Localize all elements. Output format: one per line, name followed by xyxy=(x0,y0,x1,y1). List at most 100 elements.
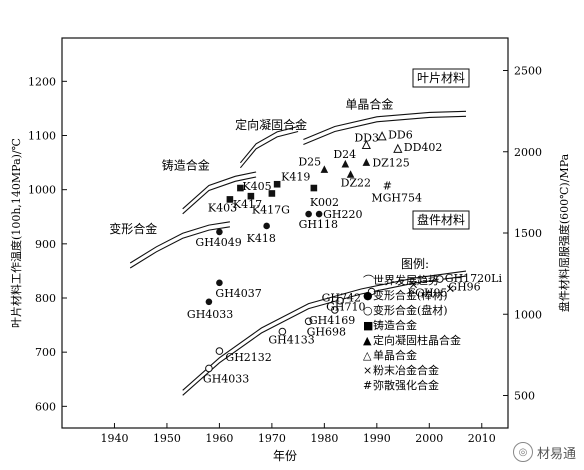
data-label-gh118: GH118 xyxy=(299,218,338,231)
data-point-filled-circle-4 xyxy=(305,210,312,218)
data-label-gh2132: GH2132 xyxy=(225,351,271,364)
data-label-fgh95: FGH95 xyxy=(408,286,448,299)
x-tick-label: 1940 xyxy=(100,432,128,445)
data-point-open-circle-4 xyxy=(331,306,339,314)
data-label-dz22: DZ22 xyxy=(341,177,371,190)
data-label-gh220: GH220 xyxy=(323,208,362,221)
disk-box-box xyxy=(412,210,470,230)
data-point-filled-square-4 xyxy=(273,180,281,188)
data-point-filled-circle-3 xyxy=(263,222,270,230)
legend-symbol: ● xyxy=(363,289,373,302)
data-point-open-circle-1 xyxy=(215,347,224,355)
data-label-gh4037: GH4037 xyxy=(215,287,261,300)
legend-item-label: 定向凝固柱晶合金 xyxy=(373,333,461,347)
data-label-mgh754: MGH754 xyxy=(371,191,422,204)
x-tick-label: 1950 xyxy=(153,432,181,445)
trend-sx-line xyxy=(303,110,467,141)
data-label-gh4133: GH4133 xyxy=(268,334,314,347)
y-right-tick-label: 500 xyxy=(514,390,535,403)
legend-item-label: 变形合金(盘材) xyxy=(373,303,448,317)
data-label-gh742: GH742 xyxy=(322,292,361,305)
x-tick-label: 2000 xyxy=(415,432,443,445)
legend-symbol: × xyxy=(363,364,372,377)
trend-cast-line xyxy=(182,176,257,215)
legend-symbol: # xyxy=(363,379,372,392)
trend-sx-line xyxy=(303,115,467,146)
data-label-gh710: GH710 xyxy=(326,301,365,314)
x-tick-label: 1960 xyxy=(205,432,233,445)
legend-item-label: 铸造合金 xyxy=(373,318,417,332)
y-left-tick-label: 900 xyxy=(35,238,56,251)
data-label-gh4033: GH4033 xyxy=(187,308,233,321)
legend-item-label: 世界发展趋势 xyxy=(373,273,439,287)
trend-label-sx: 单晶合金 xyxy=(345,96,393,111)
y-right-tick-label: 1000 xyxy=(514,308,542,321)
trend-disk-line xyxy=(182,275,467,396)
data-label-dz125: DZ125 xyxy=(372,157,409,170)
data-label-dd3: DD3 xyxy=(354,131,379,144)
data-point-open-triangle-1 xyxy=(361,139,371,150)
legend-title: 图例: xyxy=(401,257,429,271)
legend-item-label: 粉末冶金合金 xyxy=(373,363,439,377)
data-label-gh4033: GH4033 xyxy=(203,372,249,385)
trend-ds xyxy=(239,125,299,169)
data-point-cross-0: × xyxy=(409,277,419,291)
data-label-k002: K002 xyxy=(310,196,339,209)
y-left-tick-label: 1200 xyxy=(28,75,56,88)
legend-symbol: △ xyxy=(363,349,372,362)
y-left-tick-label: 600 xyxy=(35,400,56,413)
data-point-hash-0: # xyxy=(383,179,392,192)
data-label-k405: K405 xyxy=(242,180,271,193)
data-point-cross-1: × xyxy=(445,281,455,295)
data-point-filled-circle-0 xyxy=(216,228,223,236)
data-point-open-triangle-0 xyxy=(377,131,387,141)
data-label-gh698: GH698 xyxy=(307,325,346,338)
data-point-filled-circle-5 xyxy=(315,210,323,218)
data-point-filled-square-5 xyxy=(310,184,318,192)
data-label-gh96: GH96 xyxy=(448,280,480,293)
legend-item-label: 弥散强化合金 xyxy=(373,378,439,392)
y-right-tick-label: 1500 xyxy=(514,227,542,240)
y-right-tick-label: 2500 xyxy=(514,65,542,78)
data-point-open-circle-2 xyxy=(278,327,287,336)
trend-label-ds: 定向凝固合金 xyxy=(235,117,307,132)
trend-wrought xyxy=(129,221,230,269)
wechat-icon: ◎ xyxy=(512,442,533,462)
x-axis-label: 年份 xyxy=(273,449,297,463)
y-left-tick-label: 1000 xyxy=(28,184,56,197)
data-point-filled-square-3 xyxy=(268,190,276,197)
data-point-filled-triangle-0 xyxy=(320,165,329,173)
data-point-filled-triangle-1 xyxy=(341,159,350,168)
x-tick-label: 1970 xyxy=(258,432,286,445)
data-label-k419: K419 xyxy=(281,170,310,183)
trend-ds-line xyxy=(239,125,299,164)
data-label-gh1720li: GH1720Li xyxy=(445,272,503,285)
data-point-filled-triangle-2 xyxy=(346,170,355,178)
trend-label-wrought: 变形合金 xyxy=(109,221,157,236)
data-point-filled-circle-2 xyxy=(205,298,213,306)
x-tick-label: 1980 xyxy=(310,432,338,445)
data-label-d25: D25 xyxy=(298,156,321,169)
data-label-dd6: DD6 xyxy=(388,129,413,142)
watermark: ◎ 材易通 xyxy=(512,442,576,462)
data-point-filled-circle-1 xyxy=(216,279,223,287)
y-left-tick-label: 1100 xyxy=(28,130,56,143)
blade-box-box xyxy=(412,68,470,88)
watermark-text: 材易通 xyxy=(536,446,576,462)
data-point-open-triangle-2 xyxy=(393,143,403,153)
data-label-k417: K417 xyxy=(233,198,262,211)
data-point-open-circle-5 xyxy=(336,296,344,305)
data-point-filled-triangle-3 xyxy=(362,158,371,166)
trend-cast-line xyxy=(182,171,257,210)
trend-sx xyxy=(303,110,467,146)
y-left-tick-label: 800 xyxy=(35,292,56,305)
y-left-tick-label: 700 xyxy=(35,346,56,359)
y-right-axis-label: 盘件材料屈服强度(600℃)/MPa xyxy=(557,153,571,312)
legend-symbol: ⌒ xyxy=(363,274,374,287)
data-label-dd402: DD402 xyxy=(404,141,443,154)
legend-symbol: ■ xyxy=(363,319,373,332)
trend-ds-line xyxy=(239,130,299,169)
data-label-k403: K403 xyxy=(208,201,237,214)
legend-symbol: ○ xyxy=(363,304,373,317)
